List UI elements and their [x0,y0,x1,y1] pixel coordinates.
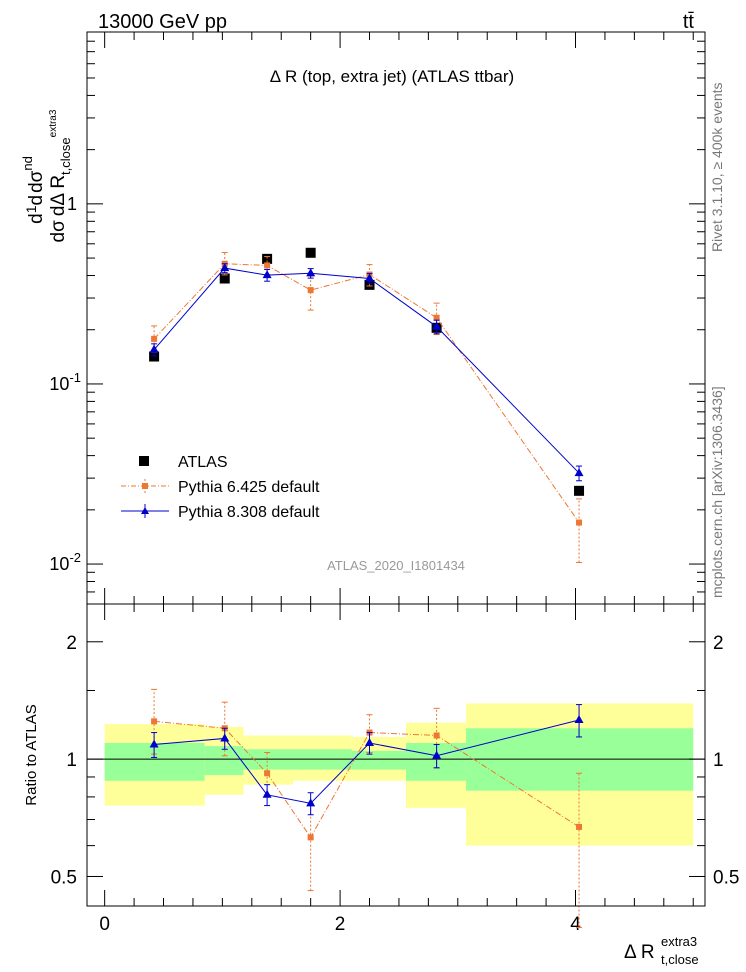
main-y-tick-label: 10-1 [49,370,81,394]
legend-py6-marker [142,483,148,489]
ratio-pythia8-point [574,715,584,724]
legend: ATLAS Pythia 6.425 default Pythia 8.308 … [121,454,320,521]
ratio-pythia8-point [149,739,159,748]
atlas-point [149,351,160,362]
ratio-pythia6-point [433,732,440,739]
svg-text:d1ddσnd: d1ddσnd [20,156,47,224]
pythia8-point [149,344,159,353]
main-y-tick-label: 1 [67,194,77,214]
ratio-y-tick-label-right: 1 [713,750,724,771]
main-panel: Δ R (top, extra jet) (ATLAS ttbar) ATLAS… [20,31,706,605]
rivet-label: Rivet 3.1.10, ≥ 400k events [709,82,725,252]
svg-text:extra3: extra3 [661,934,697,949]
ratio-inner-band [104,742,205,781]
pythia6-point [576,519,583,526]
svg-text:dσdΔ Rt,closeextra3: dσdΔ Rt,closeextra3 [48,109,73,242]
process-label: tt̄ [683,11,695,33]
ratio-axis-ticks: 0.5 0.5 1 1 2 2 0 2 4 [51,604,739,935]
ratio-pythia8-point [365,737,375,746]
ratio-bands [87,703,705,846]
pythia8-point [220,263,230,272]
pythia8-point [574,468,584,477]
ratio-inner-band [351,750,407,770]
legend-py8-marker [141,507,149,514]
analysis-label: ATLAS_2020_I1801434 [327,558,465,573]
main-series-layer [149,247,585,563]
ratio-pythia6-point [151,718,158,725]
ratio-y-axis-label: Ratio to ATLAS [23,704,40,805]
atlas-point [574,485,585,496]
pythia6-point [264,262,271,269]
atlas-point [262,253,273,264]
ratio-y-tick-label-right: 0.5 [713,867,739,888]
ratio-y-tick-label: 0.5 [51,867,77,888]
ratio-pythia8-point [306,798,316,807]
pythia8-point [432,321,442,330]
ratio-y-tick-label: 1 [66,750,77,771]
main-y-tick-label: 10-2 [49,550,81,574]
legend-atlas-marker [139,456,149,466]
energy-label: 13000 GeV pp [98,11,227,33]
svg-text:t,close: t,close [661,952,699,967]
legend-py6-label: Pythia 6.425 default [178,479,320,496]
ratio-y-tick-label-right: 2 [713,633,724,654]
ratio-pythia8-point [262,789,272,798]
ratio-x-axis-label: Δ R extra3 t,close [624,934,699,967]
main-y-axis-label: d1ddσnd dσdΔ Rt,closeextra3 [20,109,73,242]
ratio-panel: 0.5 0.5 1 1 2 2 0 2 4 Ratio to ATLAS Δ R extra3 … [23,603,739,967]
pythia6-point [307,287,314,294]
ratio-inner-band [204,746,244,776]
legend-py8-label: Pythia 8.308 default [178,504,320,521]
mcplots-label: mcplots.cern.ch [arXiv:1306.3436] [709,386,725,598]
pythia6-point [151,335,158,342]
main-axis-ticks: 1 10-1 10-2 [49,31,705,605]
ratio-inner-band [406,742,467,781]
ratio-pythia6-point [307,834,314,841]
ratio-x-tick-label: 2 [335,914,346,935]
ratio-x-tick-label: 0 [99,914,110,935]
legend-atlas-label: ATLAS [178,454,228,471]
ratio-frame [86,603,706,907]
pythia8-point [306,268,316,277]
pythia8-point [262,270,272,279]
atlas-point [305,247,316,258]
atlas-point [219,273,230,284]
pythia6-point [433,314,440,321]
pythia8-point [365,273,375,282]
ratio-y-tick-label: 2 [66,633,77,654]
svg-text:Δ R: Δ R [624,942,655,963]
ratio-pythia6-point [264,770,271,777]
ratio-x-tick-label: 4 [570,914,581,935]
ratio-pythia6-point [576,823,583,830]
ratio-pythia8-point [220,733,230,742]
ratio-series-layer [149,688,584,928]
ratio-pythia8-point [432,750,442,759]
pythia8-line [153,267,580,474]
main-title: Δ R (top, extra jet) (ATLAS ttbar) [270,67,514,86]
